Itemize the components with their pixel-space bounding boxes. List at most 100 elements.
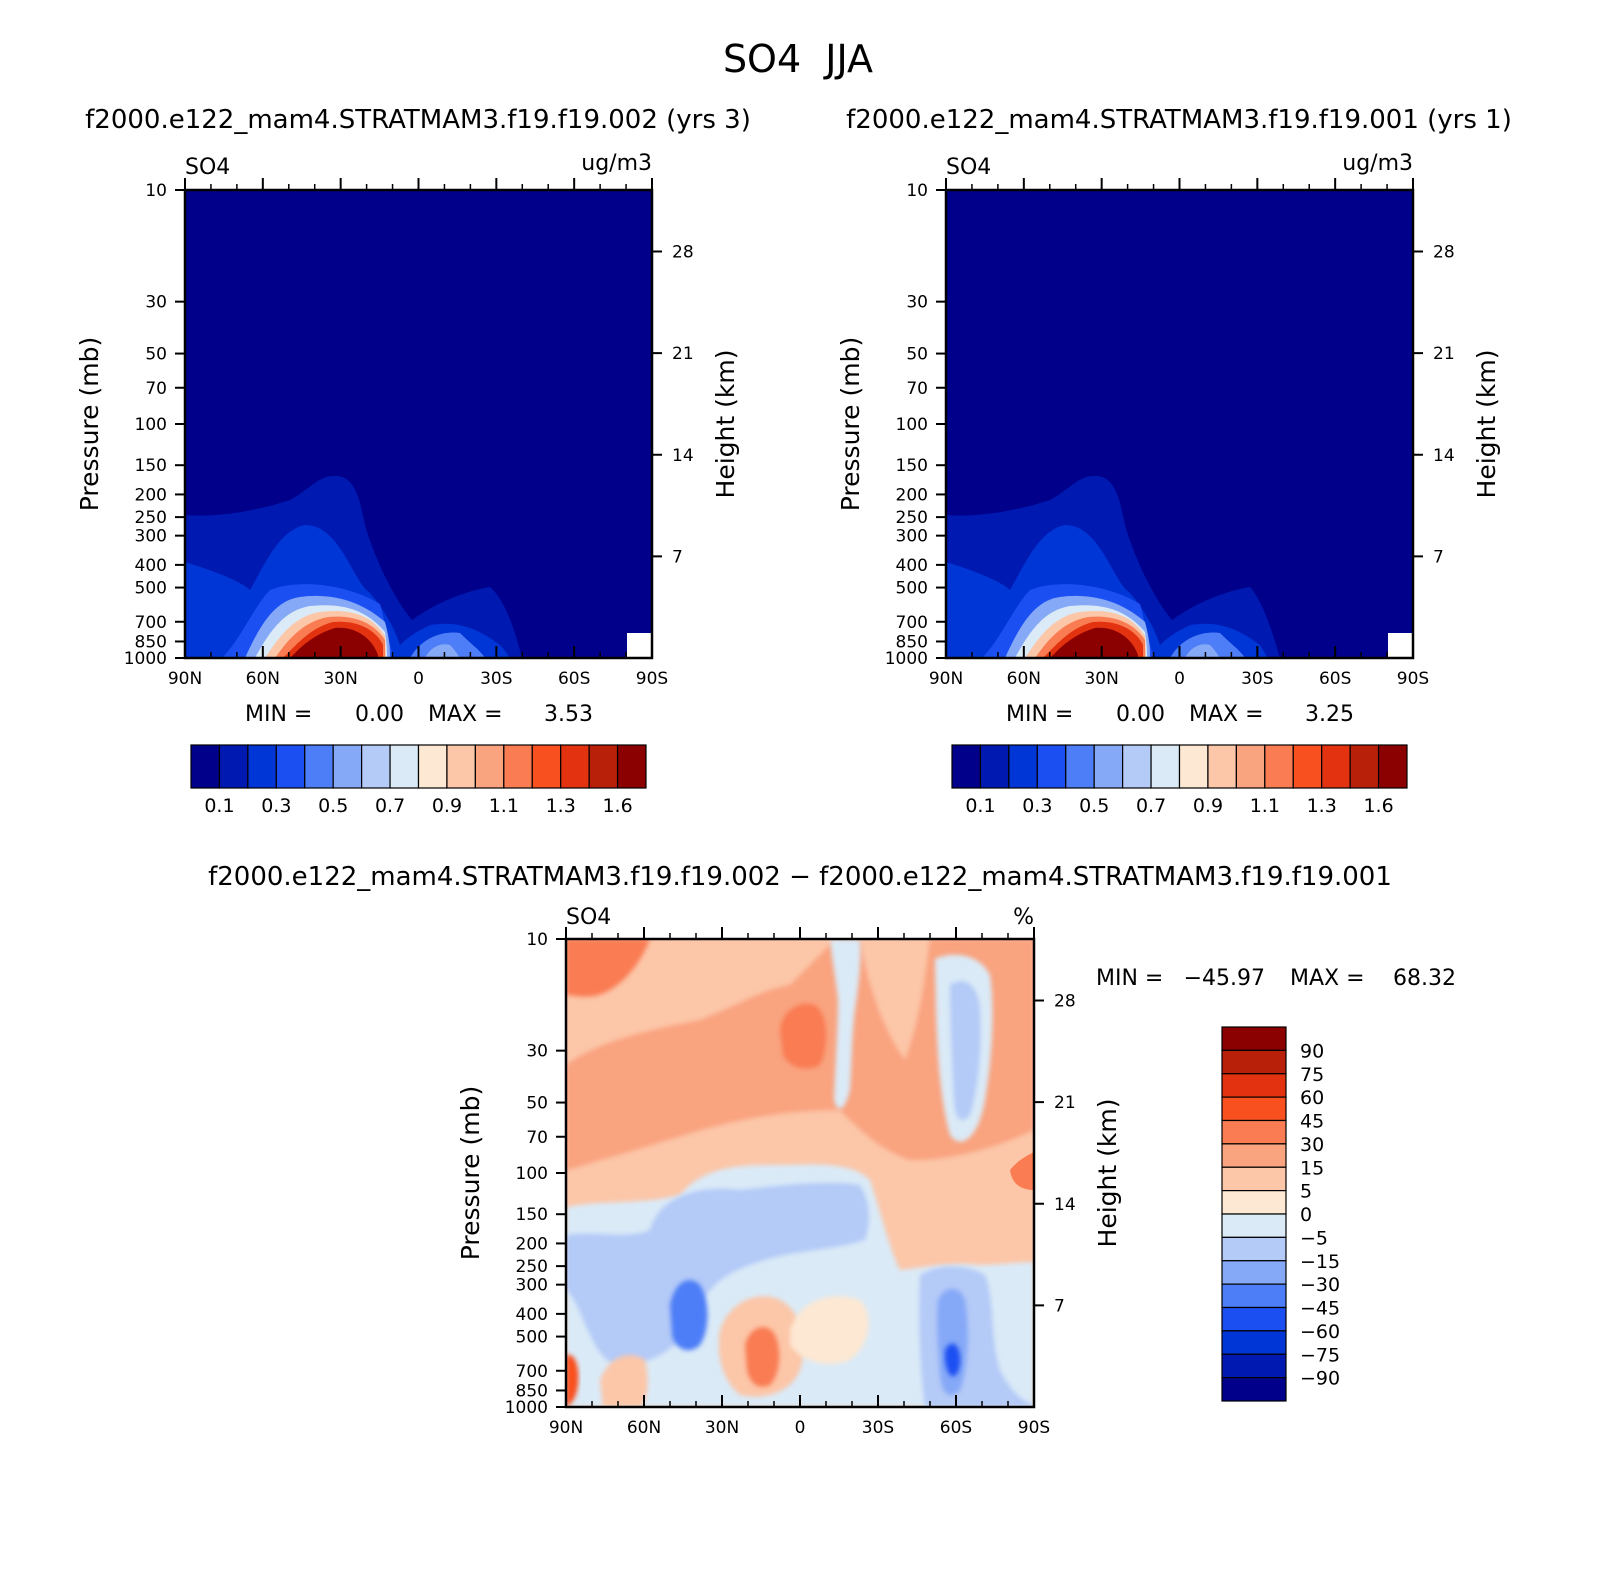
x-tick-label: 30S xyxy=(862,1418,894,1438)
colorbar-swatch xyxy=(304,744,334,789)
colorbar-swatch xyxy=(1221,1306,1287,1332)
y2-tick-label: 21 xyxy=(1054,1093,1076,1113)
colorbar-label: 5 xyxy=(1300,1181,1312,1203)
y-tick-label: 30 xyxy=(145,293,167,313)
y-tick-label: 400 xyxy=(516,1305,548,1325)
colorbar-swatch xyxy=(1221,1119,1287,1145)
x-tick-label: 60N xyxy=(246,669,280,689)
y-tick-label: 50 xyxy=(526,1094,548,1114)
panel3-contour-field xyxy=(566,939,1034,1407)
y-tick-label: 30 xyxy=(526,1042,548,1062)
colorbar-swatch xyxy=(1008,744,1038,789)
colorbar-label: 0.3 xyxy=(261,795,291,817)
x-tick-label: 30S xyxy=(480,669,512,689)
x-tick-label: 60N xyxy=(1007,669,1041,689)
colorbar-swatch xyxy=(1292,744,1323,789)
panel2-min-value: 0.00 xyxy=(1116,702,1165,727)
panel2-units-label: ug/m3 xyxy=(1342,151,1413,176)
x-tick-label: 30N xyxy=(1084,669,1118,689)
y-tick-label: 10 xyxy=(145,181,167,201)
colorbar-label: 15 xyxy=(1300,1157,1324,1179)
y-tick-label: 10 xyxy=(526,930,548,950)
y-tick-label: 1000 xyxy=(124,649,167,669)
y-tick-label: 850 xyxy=(896,632,928,652)
y-tick-label: 200 xyxy=(896,485,928,505)
colorbar-label: 75 xyxy=(1300,1064,1324,1086)
colorbar-label: 1.1 xyxy=(1250,795,1280,817)
x-tick-label: 60S xyxy=(558,669,590,689)
colorbar-label: −15 xyxy=(1300,1251,1340,1273)
colorbar-label: 1.3 xyxy=(546,795,576,817)
y-tick-label: 200 xyxy=(516,1234,548,1254)
panel3-header: f2000.e122_mam4.STRATMAM3.f19.f19.002 − … xyxy=(208,862,1392,892)
colorbar-label: 1.3 xyxy=(1307,795,1337,817)
colorbar-swatch xyxy=(1221,1026,1287,1051)
panel3-max-value: 68.32 xyxy=(1393,966,1456,991)
colorbar-swatch xyxy=(1093,744,1124,789)
colorbar-label: 1.6 xyxy=(602,795,632,817)
panel2-y2label: Height (km) xyxy=(1472,350,1501,499)
y-tick-label: 850 xyxy=(516,1381,548,1401)
y-tick-label: 200 xyxy=(135,485,167,505)
y-tick-label: 30 xyxy=(906,293,928,313)
y-tick-label: 700 xyxy=(896,613,928,633)
colorbar-label: 0.3 xyxy=(1022,795,1052,817)
colorbar-swatch xyxy=(979,744,1010,789)
colorbar-swatch xyxy=(417,744,448,789)
y-tick-label: 70 xyxy=(526,1128,548,1148)
colorbar-label: −60 xyxy=(1300,1321,1340,1343)
colorbar-swatch xyxy=(389,744,420,789)
y-tick-label: 100 xyxy=(135,415,167,435)
colorbar-swatch xyxy=(1221,1166,1287,1192)
colorbar-label: 1.6 xyxy=(1363,795,1393,817)
x-tick-label: 90S xyxy=(1018,1418,1050,1438)
colorbar-swatch xyxy=(951,744,982,789)
panel1-y2label: Height (km) xyxy=(711,350,740,499)
colorbar-swatch xyxy=(1221,1143,1287,1168)
y-tick-label: 100 xyxy=(896,415,928,435)
x-tick-label: 60S xyxy=(1319,669,1351,689)
panel2-axes: 90N 60N 30N 0 30S 60S 90S 10 30 50 70 100 150 200 2503… xyxy=(885,178,1455,689)
panel3-max-label: MAX = xyxy=(1290,966,1365,991)
colorbar-swatch xyxy=(1178,744,1209,789)
y-tick-label: 500 xyxy=(516,1328,548,1348)
colorbar-swatch xyxy=(1036,744,1067,789)
panel3-y2label: Height (km) xyxy=(1093,1099,1122,1248)
colorbar-swatch xyxy=(275,744,306,789)
colorbar-label: 0.5 xyxy=(318,795,348,817)
y-tick-label: 10 xyxy=(906,181,928,201)
y-tick-label: 150 xyxy=(516,1205,548,1225)
colorbar-swatch xyxy=(247,744,277,789)
y2-tick-label: 14 xyxy=(1054,1195,1076,1215)
y-tick-label: 100 xyxy=(516,1164,548,1184)
panel2-min-label: MIN = xyxy=(1006,702,1073,727)
y2-tick-label: 7 xyxy=(672,547,683,567)
y-tick-label: 150 xyxy=(896,456,928,476)
colorbar-label: 45 xyxy=(1300,1111,1324,1133)
y2-tick-label: 7 xyxy=(1433,547,1444,567)
panel2-variable-label: SO4 xyxy=(946,155,991,180)
colorbar-swatch xyxy=(1221,1260,1287,1285)
y-tick-label: 300 xyxy=(135,527,167,547)
y2-tick-label: 21 xyxy=(672,344,694,364)
x-tick-label: 60S xyxy=(940,1418,972,1438)
colorbar-label: 0.7 xyxy=(1136,795,1166,817)
y-tick-label: 300 xyxy=(896,527,928,547)
y-tick-label: 250 xyxy=(896,508,928,528)
colorbar-swatch xyxy=(190,744,221,789)
panel3-ylabel: Pressure (mb) xyxy=(456,1086,485,1260)
colorbar-label: 30 xyxy=(1300,1134,1324,1156)
y2-tick-label: 21 xyxy=(1433,344,1455,364)
colorbar-swatch xyxy=(1221,1073,1287,1098)
colorbar-label: 0.1 xyxy=(204,795,234,817)
panel1-ylabel: Pressure (mb) xyxy=(75,337,104,511)
x-tick-label: 0 xyxy=(413,669,424,689)
x-tick-label: 30N xyxy=(705,1418,739,1438)
colorbar-label: 60 xyxy=(1300,1087,1324,1109)
y-tick-label: 250 xyxy=(135,508,167,528)
panel1-max-label: MAX = xyxy=(428,702,503,727)
y2-tick-label: 28 xyxy=(672,243,694,263)
colorbar-swatch xyxy=(1321,744,1351,789)
colorbar-swatch xyxy=(1221,1353,1287,1379)
